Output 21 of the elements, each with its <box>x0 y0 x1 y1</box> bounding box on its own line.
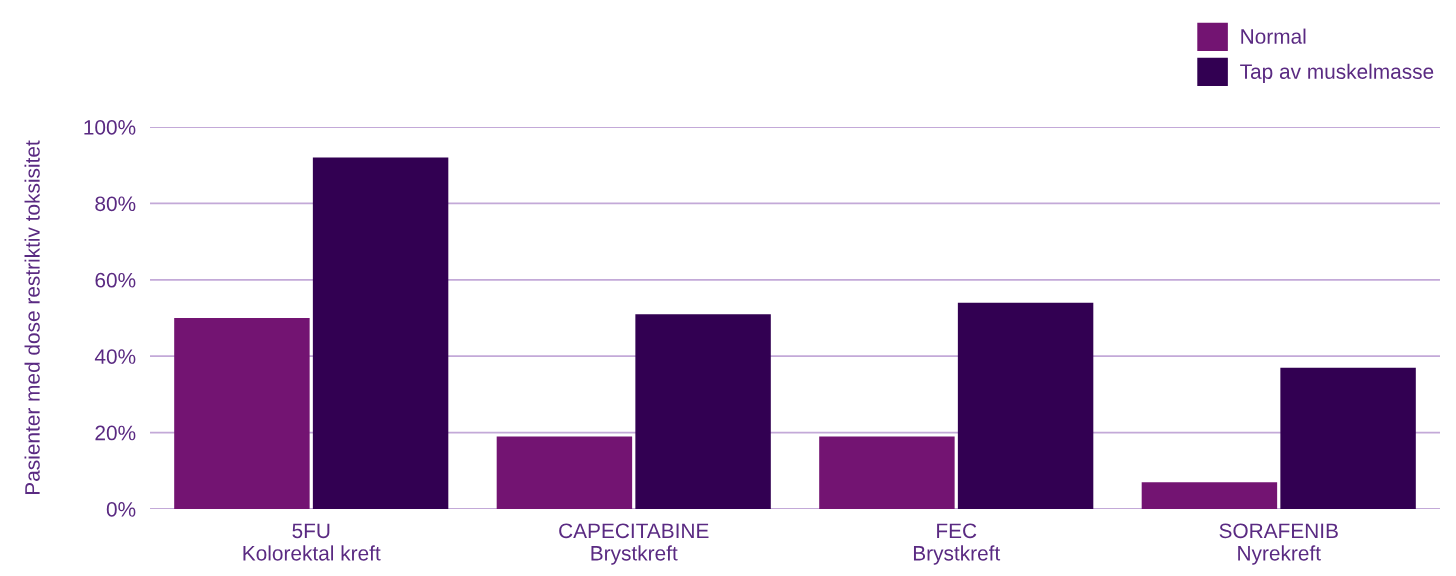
bar <box>819 436 955 509</box>
x-tick-label: CAPECITABINE Brystkreft <box>559 523 709 565</box>
y-tick-label: 0% <box>106 502 136 517</box>
x-tick-label: 5FU Kolorektal kreft <box>243 523 381 561</box>
bar <box>957 302 1094 509</box>
y-tick-label: 20% <box>95 425 136 441</box>
bar <box>312 157 449 509</box>
y-tick-label: 100% <box>84 120 136 135</box>
bar <box>635 314 771 509</box>
bar <box>1141 482 1278 509</box>
bar <box>1280 367 1416 509</box>
y-tick-label: 60% <box>95 272 136 288</box>
y-tick-label: 40% <box>94 349 136 364</box>
legend-label: Tap av muskelmasse <box>1240 63 1434 84</box>
legend-label: Normal <box>1241 28 1306 44</box>
x-tick-label: FEC Brystkreft <box>913 523 1001 565</box>
y-tick-label: 80% <box>95 196 136 212</box>
bar <box>496 436 633 509</box>
y-axis-title: Pasienter med dose restriktiv toksisitet <box>24 140 40 495</box>
bar <box>174 318 310 509</box>
x-tick-label: SORAFENIB Nyrekreft <box>1219 523 1338 565</box>
